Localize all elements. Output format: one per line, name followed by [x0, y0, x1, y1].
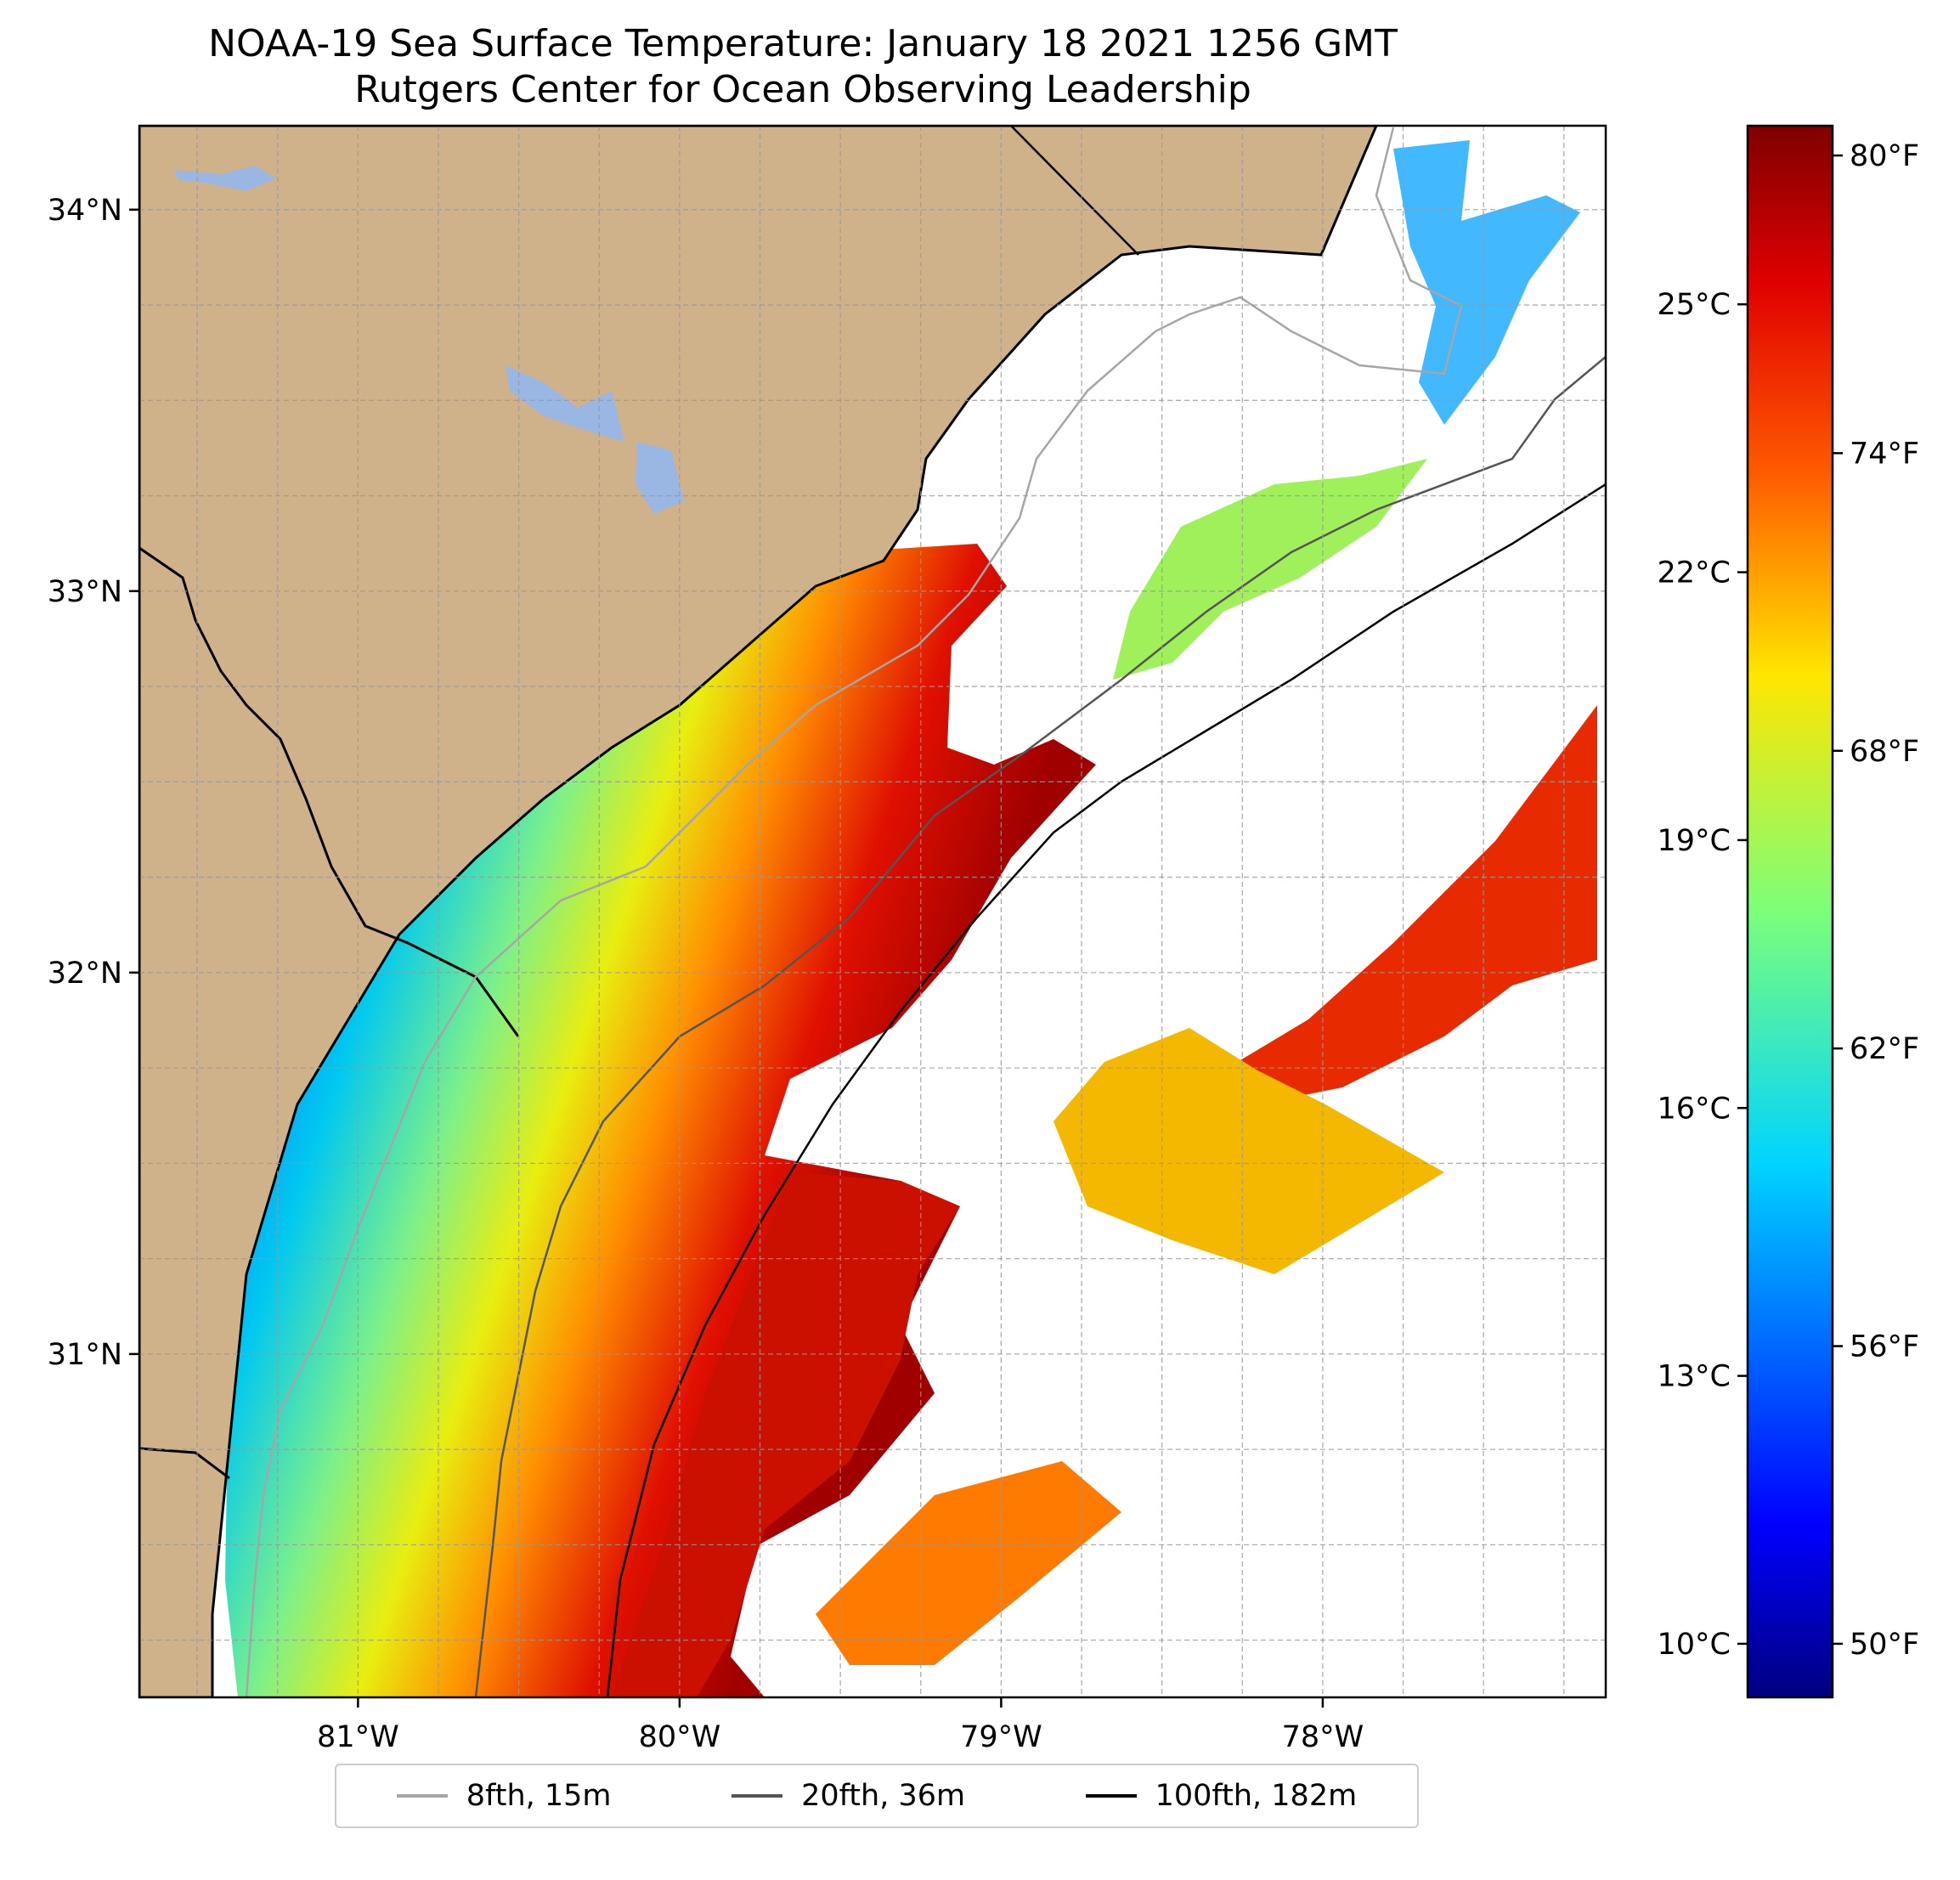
lake-northwest	[174, 166, 276, 191]
lon-tick-label: 78°W	[1282, 1720, 1364, 1754]
colorbar-c-tick-label: 25°C	[1658, 288, 1731, 322]
map-title: NOAA-19 Sea Surface Temperature: January…	[208, 22, 1398, 65]
sst-offshore-patch-north	[1393, 140, 1580, 425]
colorbar-f-tick-label: 80°F	[1850, 139, 1919, 173]
isobath-8fth	[245, 127, 1463, 1697]
colorbar-celsius-ticks: 25°C 22°C 19°C 16°C 13°C 10°C	[1658, 288, 1748, 1662]
colorbar-c-tick-label: 19°C	[1658, 824, 1731, 858]
graticule	[139, 126, 1606, 1697]
lon-tick-label: 79°W	[960, 1720, 1042, 1754]
lake-moultrie	[635, 442, 684, 514]
colorbar-c-tick-label: 16°C	[1658, 1092, 1731, 1126]
map-subtitle: Rutgers Center for Ocean Observing Leade…	[354, 68, 1251, 111]
legend-item-8fth: 8fth, 15m	[396, 1779, 612, 1813]
lon-tick-label: 80°W	[639, 1720, 721, 1754]
map-frame	[138, 124, 1607, 1699]
legend-label-100fth: 100fth, 182m	[1155, 1779, 1358, 1813]
legend-swatch-100fth	[1085, 1794, 1137, 1798]
colorbar-f-tick-label: 56°F	[1850, 1330, 1919, 1364]
lat-tick-label: 31°N	[48, 1338, 122, 1372]
legend-swatch-8fth	[396, 1794, 448, 1798]
state-boundary	[139, 546, 520, 1037]
lake-marion	[506, 365, 624, 442]
lat-tick-label: 34°N	[48, 194, 122, 228]
sst-warm-filament	[612, 1172, 960, 1697]
land-mass	[139, 126, 1378, 1697]
latitude-axis: 34°N 33°N 32°N 31°N	[48, 194, 139, 1372]
legend-label-20fth: 20fth, 36m	[801, 1779, 966, 1813]
colorbar	[1746, 124, 1834, 1699]
colorbar-f-tick-label: 68°F	[1850, 735, 1919, 769]
lon-tick-label: 81°W	[317, 1720, 399, 1754]
longitude-axis: 81°W 80°W 79°W 78°W	[317, 1697, 1364, 1754]
sst-offshore-patch-mixed	[1053, 1028, 1444, 1274]
legend-swatch-20fth	[731, 1794, 783, 1798]
colorbar-c-tick-label: 13°C	[1658, 1360, 1731, 1394]
colorbar-fahrenheit-ticks: 80°F 74°F 68°F 62°F 56°F 50°F	[1833, 139, 1919, 1662]
isobath-legend: 8fth, 15m 20fth, 36m 100fth, 182m	[335, 1764, 1419, 1828]
lat-tick-label: 32°N	[48, 957, 122, 991]
isobath-100fth	[606, 483, 1606, 1697]
colorbar-f-tick-label: 74°F	[1850, 437, 1919, 471]
sst-offshore-patch-south	[816, 1461, 1121, 1665]
colorbar-c-tick-label: 10°C	[1658, 1628, 1731, 1662]
legend-item-20fth: 20fth, 36m	[731, 1779, 965, 1813]
legend-item-100fth: 100fth, 182m	[1085, 1779, 1358, 1813]
lat-tick-label: 33°N	[48, 575, 122, 609]
colorbar-c-tick-label: 22°C	[1658, 556, 1731, 590]
state-boundary-north	[1010, 126, 1139, 256]
colorbar-f-tick-label: 62°F	[1850, 1032, 1919, 1066]
colorbar-f-tick-label: 50°F	[1850, 1628, 1919, 1662]
legend-label-8fth: 8fth, 15m	[466, 1779, 612, 1813]
sst-offshore-patch-red	[1223, 705, 1597, 1104]
